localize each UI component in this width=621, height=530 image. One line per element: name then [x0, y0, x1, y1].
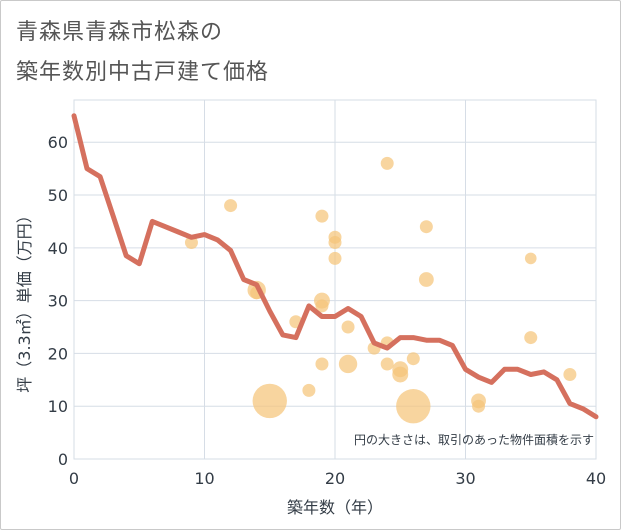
data-bubble: [315, 299, 329, 313]
y-axis-label: 坪（3.3㎡）単価（万円）: [15, 207, 34, 392]
data-bubble: [418, 272, 434, 287]
data-bubble: [315, 209, 329, 223]
data-bubble: [524, 252, 537, 265]
size-note: 円の大きさは、取引のあった物件面積を示す: [354, 432, 594, 447]
data-bubble: [315, 357, 329, 371]
y-tick-label: 10: [48, 397, 68, 416]
bubble-layer: [184, 156, 577, 424]
data-bubble: [328, 251, 342, 265]
x-tick-label: 40: [586, 469, 606, 488]
chart-title-line2: 築年数別中古戸建て価格: [16, 60, 270, 85]
data-bubble: [380, 156, 394, 170]
y-tick-label: 50: [48, 186, 68, 205]
x-tick-label: 0: [69, 469, 79, 488]
data-bubble: [341, 320, 355, 334]
data-bubble: [406, 352, 420, 366]
x-tick-label: 30: [455, 469, 475, 488]
data-bubble: [224, 199, 238, 213]
y-tick-label: 60: [48, 133, 68, 152]
data-bubble: [419, 220, 433, 234]
data-bubble: [302, 383, 316, 397]
data-bubble: [338, 354, 358, 374]
y-tick-label: 20: [48, 344, 68, 363]
grid-lines: [73, 99, 597, 460]
data-bubble: [396, 389, 431, 424]
data-bubble: [392, 366, 409, 383]
data-bubble: [380, 357, 394, 371]
trend-layer: [71, 113, 599, 420]
y-tick-label: 30: [48, 292, 68, 311]
data-bubble: [524, 331, 538, 345]
x-axis-label: 築年数（年）: [287, 498, 383, 517]
data-bubble: [328, 236, 342, 250]
x-tick-label: 10: [194, 469, 214, 488]
data-bubble: [252, 383, 287, 419]
tick-labels: 0 10 20 30 40 0 10 20 30 40 50 60: [48, 133, 607, 488]
x-tick-label: 20: [325, 469, 345, 488]
chart-title-line1: 青森県青森市松森の: [16, 20, 224, 45]
y-tick-label: 40: [48, 239, 68, 258]
data-bubble: [472, 399, 486, 413]
data-bubble: [563, 368, 577, 382]
trend-line: [71, 113, 599, 420]
y-tick-label: 0: [58, 450, 68, 469]
data-bubble: [184, 236, 198, 250]
